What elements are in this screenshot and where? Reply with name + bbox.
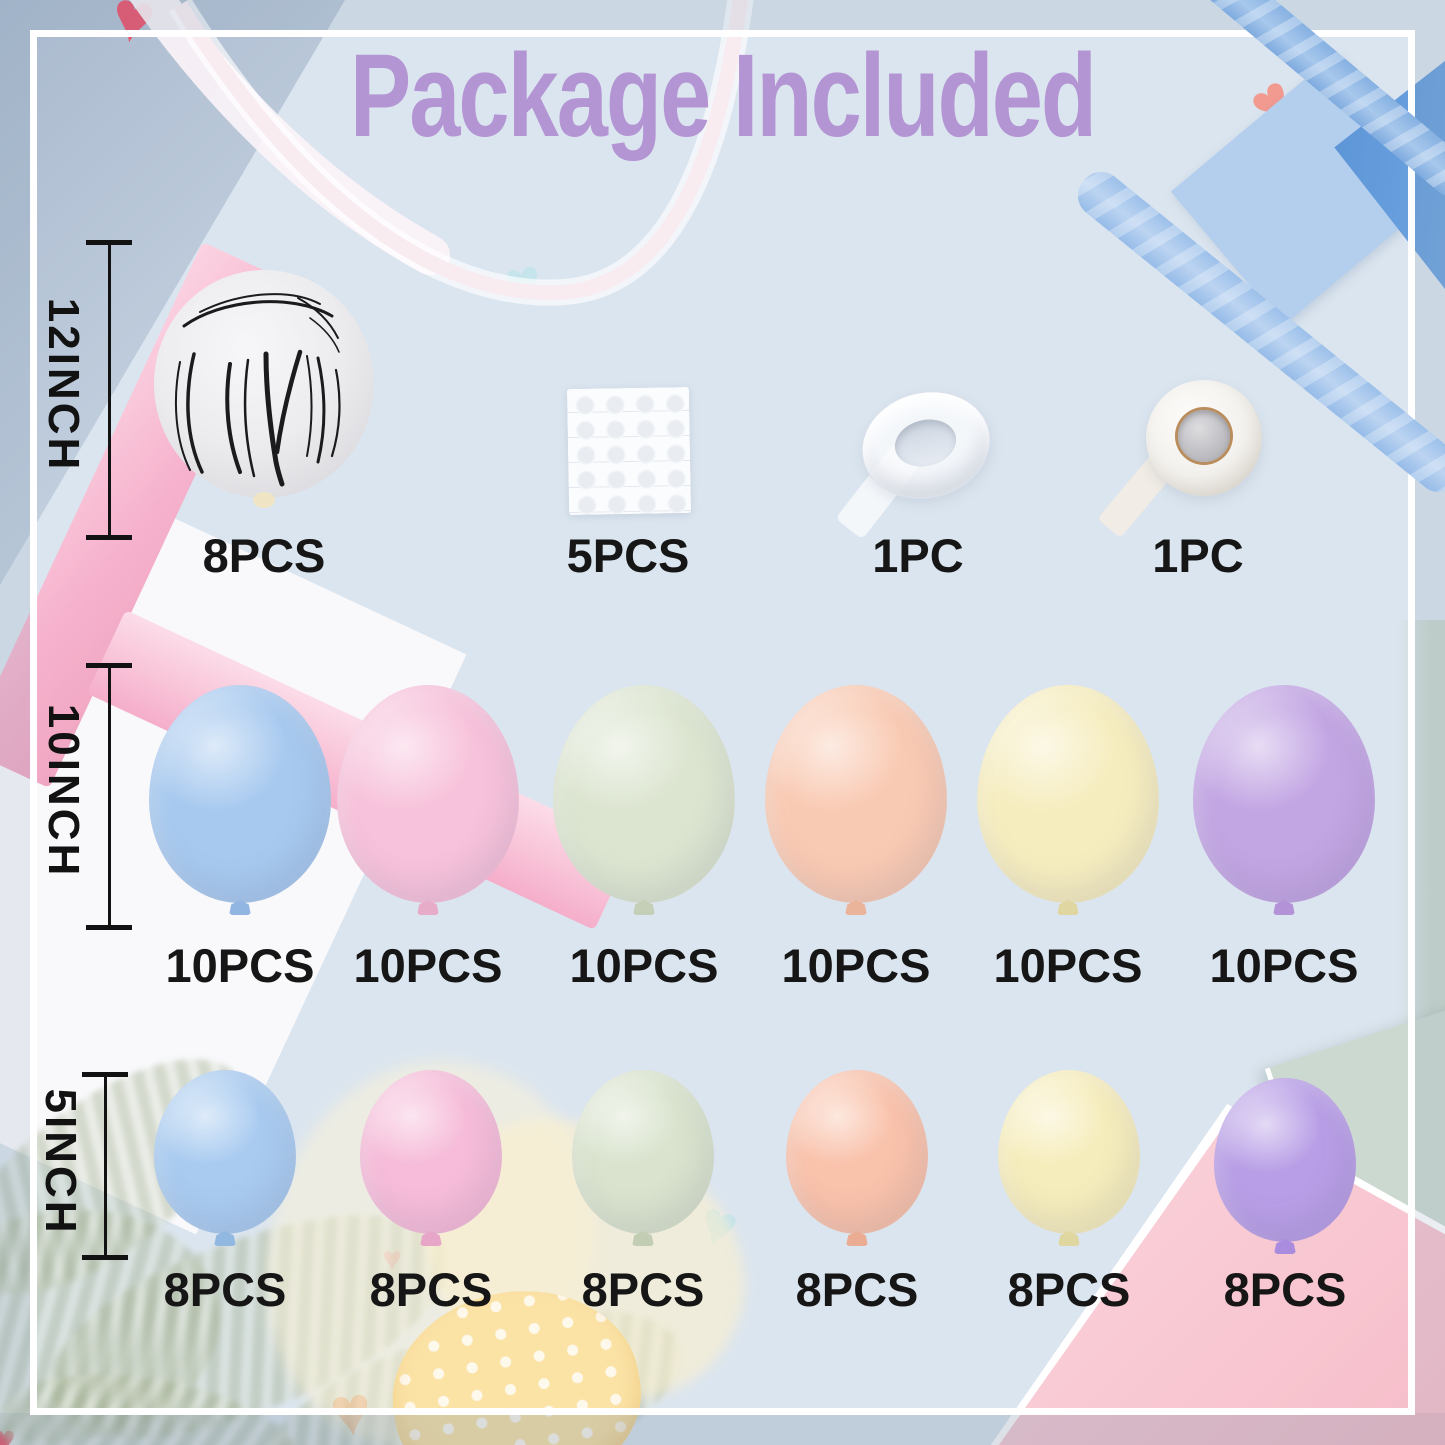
qty-label-5in-green: 8PCS xyxy=(581,1263,705,1316)
balloon-5in-peach xyxy=(786,1070,928,1234)
ribbon-ring xyxy=(1146,380,1262,496)
balloon-10in-purple xyxy=(1193,685,1375,903)
qty-label-balloon-strip: 1PC xyxy=(872,529,964,582)
agate-balloon xyxy=(150,266,378,510)
page-title: Package Included xyxy=(349,31,1097,162)
qty-label-5in-pink: 8PCS xyxy=(369,1263,493,1316)
size-label-12inch: 12INCH xyxy=(39,297,88,473)
qty-label-ribbon-roll: 1PC xyxy=(1152,529,1244,582)
size-label-10inch: 10INCH xyxy=(39,703,88,879)
balloon-10in-green xyxy=(553,685,735,903)
ribbon-hole xyxy=(1178,410,1230,462)
qty-label-5in-yellow: 8PCS xyxy=(1007,1263,1131,1316)
qty-label-10in-purple: 10PCS xyxy=(1209,939,1359,992)
balloon-10in-peach xyxy=(765,685,947,903)
balloon-10in-blue xyxy=(149,685,331,903)
strip-hole xyxy=(889,413,962,473)
qty-label-5in-peach: 8PCS xyxy=(795,1263,919,1316)
qty-label-10in-yellow: 10PCS xyxy=(993,939,1143,992)
qty-label-agate-balloon: 8PCS xyxy=(202,529,326,582)
ribbon-roll xyxy=(1097,378,1267,538)
balloon-10in-yellow xyxy=(977,685,1159,903)
qty-label-5in-blue: 8PCS xyxy=(163,1263,287,1316)
qty-label-10in-blue: 10PCS xyxy=(165,939,315,992)
qty-label-10in-peach: 10PCS xyxy=(781,939,931,992)
glue-dots-sheet xyxy=(566,386,692,516)
red-heart-confetti-corner: ♥ xyxy=(0,1418,16,1445)
qty-label-5in-purple: 8PCS xyxy=(1223,1263,1347,1316)
balloon-strip-roll xyxy=(835,377,1002,540)
balloon-5in-green xyxy=(572,1070,714,1234)
measure-bracket-12inch xyxy=(86,240,132,540)
qty-label-10in-pink: 10PCS xyxy=(353,939,503,992)
qty-label-10in-green: 10PCS xyxy=(569,939,719,992)
blue-heart-confetti: ♥ xyxy=(498,244,549,321)
balloon-5in-blue xyxy=(154,1070,296,1234)
balloon-5in-yellow xyxy=(998,1070,1140,1234)
measure-bracket-5inch xyxy=(82,1072,128,1260)
balloon-5in-pink xyxy=(360,1070,502,1234)
qty-label-glue-dots: 5PCS xyxy=(566,529,690,582)
balloon-5in-purple xyxy=(1214,1078,1356,1242)
measure-bracket-10inch xyxy=(86,663,132,930)
size-label-5inch: 5INCH xyxy=(36,1088,85,1236)
balloon-10in-pink xyxy=(337,685,519,903)
